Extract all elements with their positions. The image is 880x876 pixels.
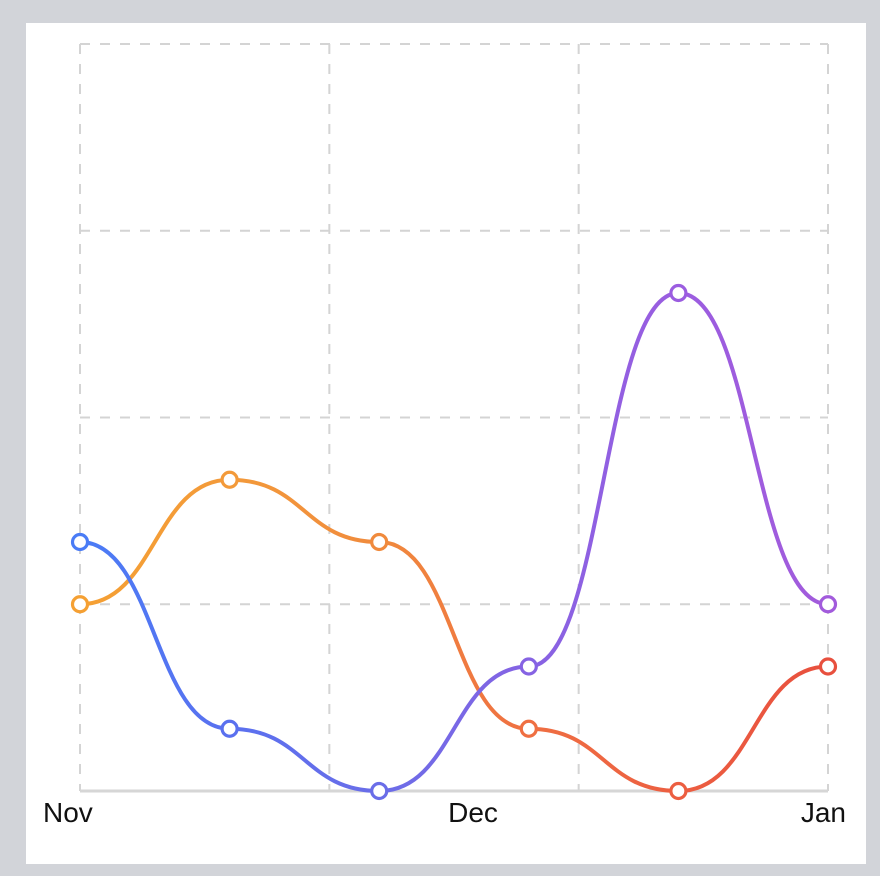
series-line-1 [78, 477, 830, 794]
data-point [818, 595, 838, 614]
data-point [669, 781, 688, 801]
data-point [220, 719, 239, 738]
line-chart: Nov Dec Jan [43, 43, 846, 828]
series-lines [78, 290, 830, 794]
data-point [70, 532, 90, 552]
chart-panel: Nov Dec Jan [26, 23, 866, 864]
x-tick-label: Nov [43, 797, 93, 828]
data-point [818, 657, 838, 676]
chart-frame: Nov Dec Jan [7, 7, 873, 869]
data-point [70, 595, 90, 614]
data-point [370, 781, 389, 801]
data-point [370, 532, 389, 552]
data-point [519, 657, 538, 676]
data-markers [70, 283, 838, 801]
series-line-2 [78, 290, 830, 794]
grid [79, 43, 829, 791]
x-tick-label: Jan [801, 797, 846, 828]
data-point [669, 283, 688, 303]
x-tick-label: Dec [448, 797, 498, 828]
x-tick-labels: Nov Dec Jan [43, 797, 846, 828]
data-point [519, 719, 538, 738]
data-point [220, 470, 239, 489]
